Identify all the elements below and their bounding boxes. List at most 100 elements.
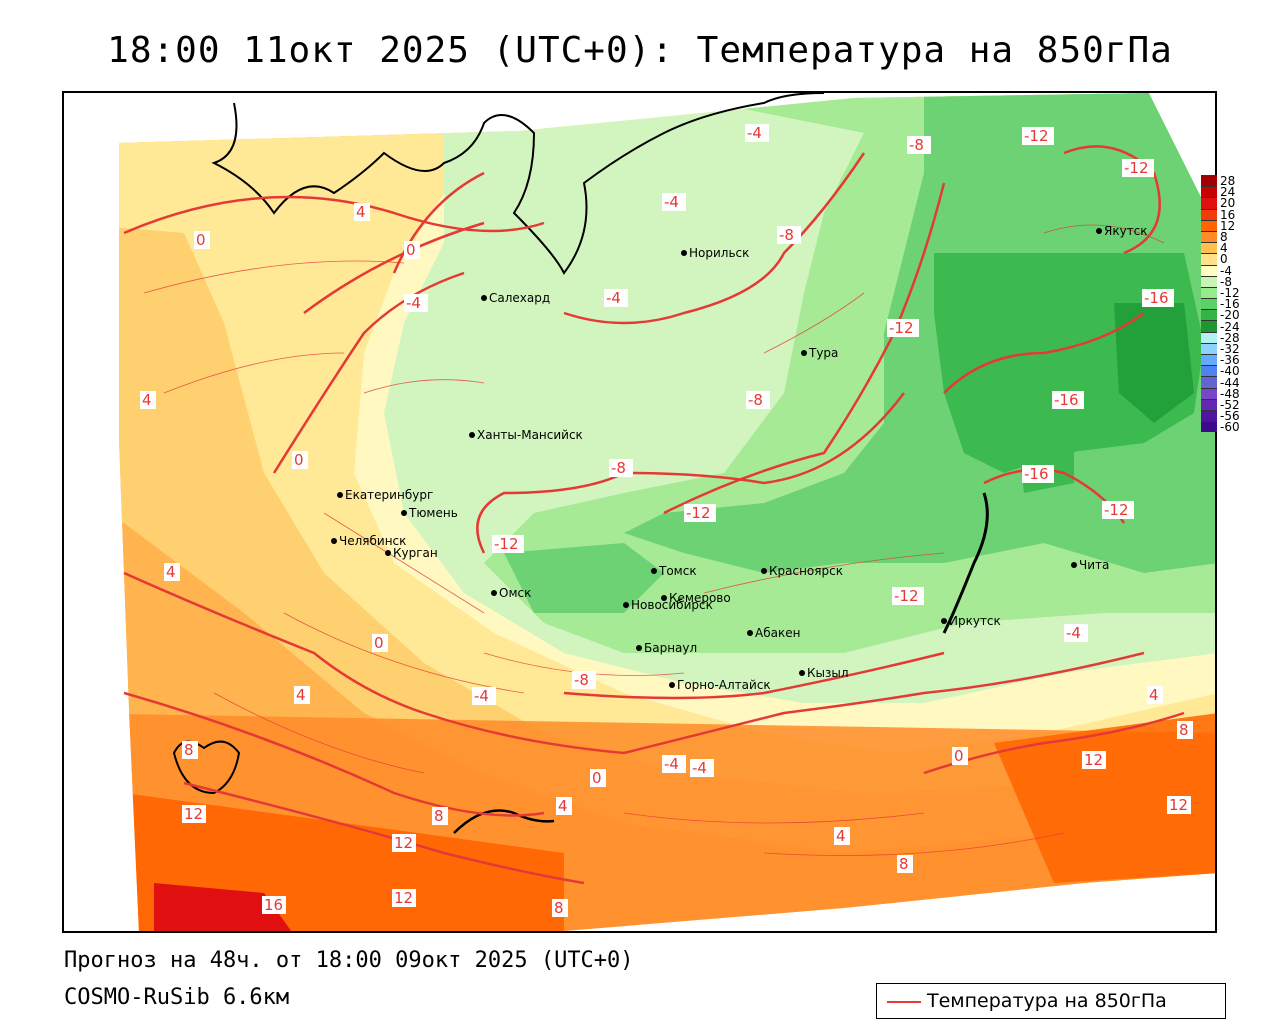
colorbar bbox=[1201, 175, 1217, 433]
isoline-label-bg bbox=[194, 231, 210, 249]
colorbar-tick-label: -28 bbox=[1220, 330, 1240, 345]
isoline-label: -8 bbox=[779, 226, 794, 244]
isoline-label-bg bbox=[1122, 159, 1154, 177]
isoline-label-bg bbox=[182, 805, 206, 823]
city-marker bbox=[761, 568, 767, 574]
city-label: Горно-Алтайск bbox=[677, 678, 771, 692]
city-marker bbox=[669, 682, 675, 688]
city-label: Норильск bbox=[689, 246, 749, 260]
colorbar-tick-label: -32 bbox=[1220, 342, 1240, 356]
isoline-label-bg bbox=[907, 136, 931, 154]
colorbar-tick-label: -44 bbox=[1220, 375, 1240, 390]
isoline-label: 8 bbox=[184, 741, 194, 759]
isoline-label: 4 bbox=[558, 797, 568, 815]
map-area[interactable]: -4 -8 -12 -12 -4 -8 -4 -12 -16 0 4 0 -4 -8 4 0 -8 -12 -12 -… bbox=[62, 91, 1217, 933]
isoline-label: 0 bbox=[374, 634, 384, 652]
isoline-label: 8 bbox=[899, 855, 909, 873]
colorbar-tick-label: -12 bbox=[1220, 286, 1240, 300]
colorbar-tick-label: 28 bbox=[1220, 174, 1236, 188]
city-label: Якутск bbox=[1104, 224, 1148, 238]
forecast-info: Прогноз на 48ч. от 18:00 09окт 2025 (UTC… bbox=[64, 948, 634, 973]
city-label: Екатеринбург bbox=[345, 488, 433, 502]
isoline-label-bg bbox=[1142, 289, 1174, 307]
isoline-label-bg bbox=[604, 289, 628, 307]
colorbar-tick-label: -16 bbox=[1220, 297, 1240, 312]
isoline-label-bg bbox=[590, 769, 606, 787]
isoline-label-bg bbox=[662, 755, 686, 773]
isoline-label: 0 bbox=[592, 769, 602, 787]
colorbar-cell bbox=[1201, 186, 1217, 198]
isoline-label: -4 bbox=[406, 294, 421, 312]
isoline-label-bg bbox=[572, 671, 596, 689]
colorbar-cell bbox=[1201, 365, 1217, 377]
city-marker bbox=[491, 590, 497, 596]
isoline-label: -12 bbox=[889, 319, 914, 337]
city-marker bbox=[1071, 562, 1077, 568]
colorbar-cell bbox=[1201, 398, 1217, 410]
isoline-label: 4 bbox=[356, 203, 366, 221]
isoline-label: 4 bbox=[142, 391, 152, 409]
isoline-label-bg bbox=[952, 747, 968, 765]
isoline-label: -4 bbox=[747, 124, 762, 142]
isoline-label: 0 bbox=[196, 231, 206, 249]
colorbar-cell bbox=[1201, 208, 1217, 220]
colorbar-tick-label: 12 bbox=[1220, 218, 1236, 233]
isoline-label-bg bbox=[556, 797, 572, 815]
isoline-label: 8 bbox=[434, 807, 444, 825]
city-label: Иркутск bbox=[949, 614, 1001, 628]
isoline-label-bg bbox=[432, 807, 448, 825]
model-info: COSMO-RuSib 6.6км bbox=[64, 985, 290, 1010]
isoline-label: 12 bbox=[1169, 796, 1188, 814]
city-marker bbox=[941, 618, 947, 624]
colorbar-cell bbox=[1201, 275, 1217, 287]
isoline-label: -12 bbox=[686, 504, 711, 522]
city-marker bbox=[481, 295, 487, 301]
city-label: Новосибирск bbox=[631, 598, 713, 612]
isoline-label: -4 bbox=[664, 755, 679, 773]
isoline-label: -16 bbox=[1024, 465, 1049, 483]
isoline-label: 0 bbox=[294, 451, 304, 469]
isoline-label: 12 bbox=[394, 889, 413, 907]
isoline-label: 4 bbox=[296, 686, 306, 704]
isoline-label: -8 bbox=[748, 391, 763, 409]
isoline-label-bg bbox=[472, 687, 496, 705]
legend: Температура на 850гПа bbox=[876, 983, 1226, 1019]
isoline-label-bg bbox=[777, 226, 801, 244]
city-label: Чита bbox=[1079, 558, 1109, 572]
colorbar-cell bbox=[1201, 175, 1217, 187]
colorbar-tick-label: -60 bbox=[1220, 420, 1240, 435]
colorbar-tick-label: 16 bbox=[1220, 207, 1236, 222]
isoline-label-bg bbox=[182, 741, 198, 759]
isoline-label: -4 bbox=[474, 687, 489, 705]
colorbar-cell bbox=[1201, 242, 1217, 254]
colorbar-cell bbox=[1201, 421, 1217, 433]
colorbar-tick-label: 4 bbox=[1220, 241, 1228, 256]
city-label: Ханты-Мансийск bbox=[477, 428, 583, 442]
isoline-label: -16 bbox=[1144, 289, 1169, 307]
isoline-label: 8 bbox=[1179, 721, 1189, 739]
isoline-label-bg bbox=[609, 459, 633, 477]
isoline-label-bg bbox=[1022, 465, 1054, 483]
isoline-label-bg bbox=[1022, 127, 1054, 145]
city-label: Барнаул bbox=[644, 641, 697, 655]
colorbar-cell bbox=[1201, 331, 1217, 343]
colorbar-tick-label: 8 bbox=[1220, 230, 1228, 244]
isoline-label: -8 bbox=[611, 459, 626, 477]
isoline-label: 12 bbox=[1084, 751, 1103, 769]
city-marker bbox=[401, 510, 407, 516]
isoline-label-bg bbox=[684, 504, 716, 522]
isoline-label-bg bbox=[392, 834, 416, 852]
colorbar-cell bbox=[1201, 197, 1217, 209]
isoline-label-bg bbox=[552, 899, 568, 917]
isoline-label-bg bbox=[262, 896, 286, 914]
isoline-label: -4 bbox=[1066, 624, 1081, 642]
colorbar-tick-label: -8 bbox=[1220, 274, 1232, 289]
colorbar-tick-label: -4 bbox=[1220, 263, 1232, 278]
isoline-label-bg bbox=[492, 535, 524, 553]
isoline-label: -8 bbox=[574, 671, 589, 689]
colorbar-tick-label: 24 bbox=[1220, 185, 1236, 200]
isoline-label: -16 bbox=[1054, 391, 1079, 409]
isoline-label-bg bbox=[354, 203, 370, 221]
city-label: Абакен bbox=[755, 626, 800, 640]
isoline-label-bg bbox=[1052, 391, 1084, 409]
